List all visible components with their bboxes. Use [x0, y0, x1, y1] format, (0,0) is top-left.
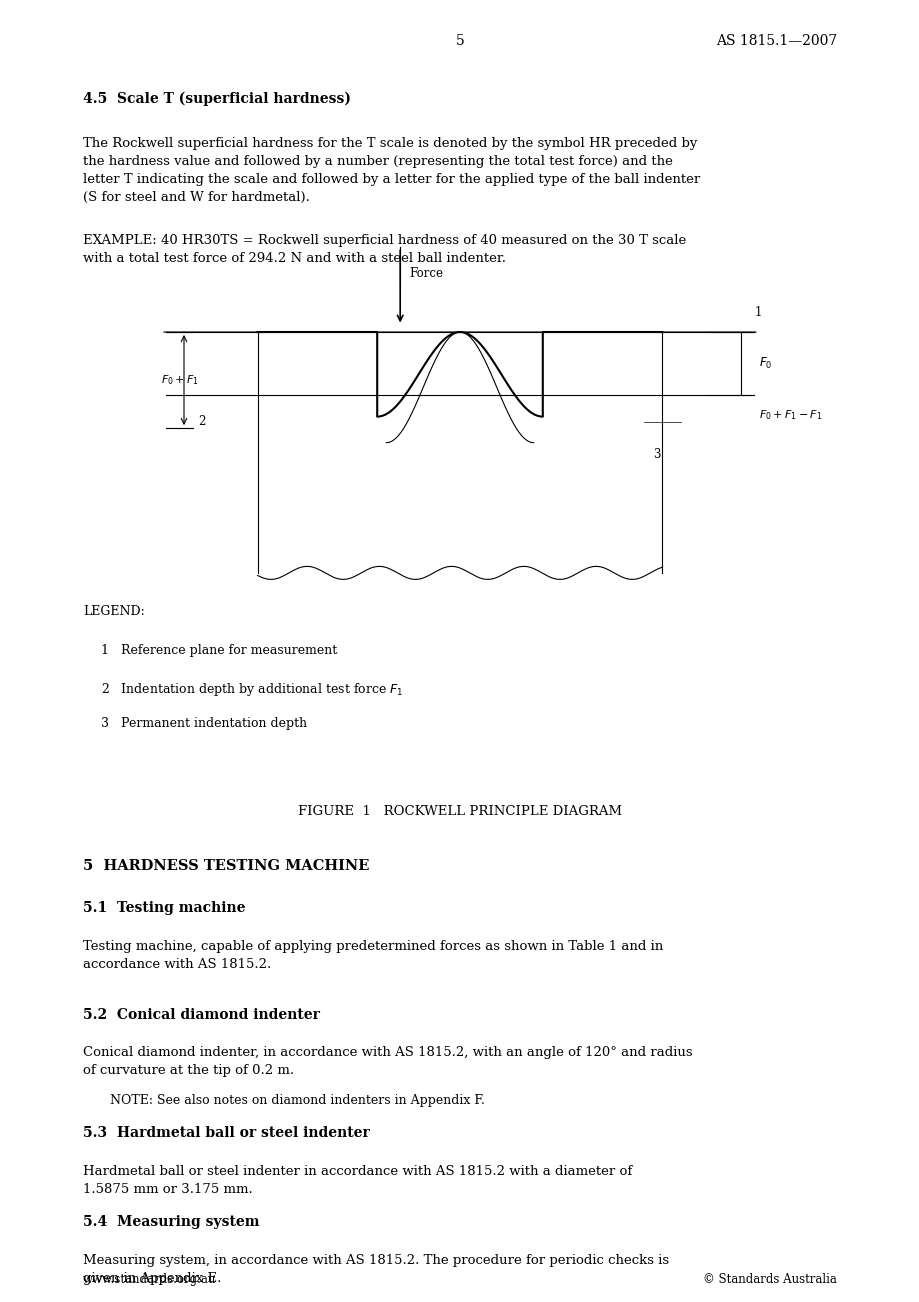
Text: 2: 2 [198, 415, 205, 428]
Text: 5.2  Conical diamond indenter: 5.2 Conical diamond indenter [83, 1008, 319, 1022]
Text: Measuring system, in accordance with AS 1815.2. The procedure for periodic check: Measuring system, in accordance with AS … [83, 1254, 668, 1285]
Text: Hardmetal ball or steel indenter in accordance with AS 1815.2 with a diameter of: Hardmetal ball or steel indenter in acco… [83, 1165, 631, 1197]
Text: 5.4  Measuring system: 5.4 Measuring system [83, 1215, 259, 1229]
Text: AS 1815.1—2007: AS 1815.1—2007 [715, 34, 836, 48]
Text: Testing machine, capable of applying predetermined forces as shown in Table 1 an: Testing machine, capable of applying pre… [83, 940, 663, 971]
Text: Conical diamond indenter, in accordance with AS 1815.2, with an angle of 120° an: Conical diamond indenter, in accordance … [83, 1046, 692, 1077]
Text: 3   Permanent indentation depth: 3 Permanent indentation depth [101, 717, 307, 730]
Text: 5: 5 [455, 34, 464, 48]
Text: 4.5  Scale T (superficial hardness): 4.5 Scale T (superficial hardness) [83, 91, 350, 105]
Text: FIGURE  1   ROCKWELL PRINCIPLE DIAGRAM: FIGURE 1 ROCKWELL PRINCIPLE DIAGRAM [298, 805, 621, 818]
Text: $F_0$: $F_0$ [758, 357, 772, 371]
Text: 1   Reference plane for measurement: 1 Reference plane for measurement [101, 644, 337, 658]
Text: © Standards Australia: © Standards Australia [702, 1273, 836, 1286]
Text: 3: 3 [652, 448, 660, 461]
Text: EXAMPLE: 40 HR30TS = Rockwell superficial hardness of 40 measured on the 30 T sc: EXAMPLE: 40 HR30TS = Rockwell superficia… [83, 234, 686, 266]
Text: NOTE: See also notes on diamond indenters in Appendix F.: NOTE: See also notes on diamond indenter… [110, 1094, 484, 1107]
Text: Force: Force [409, 267, 443, 280]
Text: The Rockwell superficial hardness for the T scale is denoted by the symbol HR pr: The Rockwell superficial hardness for th… [83, 137, 699, 203]
Text: 1: 1 [754, 306, 761, 319]
Text: $F_0+F_1$: $F_0+F_1$ [161, 374, 199, 387]
Text: LEGEND:: LEGEND: [83, 605, 144, 618]
Text: 5.1  Testing machine: 5.1 Testing machine [83, 901, 245, 915]
Text: 5  HARDNESS TESTING MACHINE: 5 HARDNESS TESTING MACHINE [83, 859, 369, 874]
Text: 2   Indentation depth by additional test force $F_1$: 2 Indentation depth by additional test f… [101, 681, 403, 698]
Text: 5.3  Hardmetal ball or steel indenter: 5.3 Hardmetal ball or steel indenter [83, 1126, 369, 1141]
Text: $F_0+F_1-F_1$: $F_0+F_1-F_1$ [758, 409, 822, 422]
Text: www.standards.org.au: www.standards.org.au [83, 1273, 216, 1286]
